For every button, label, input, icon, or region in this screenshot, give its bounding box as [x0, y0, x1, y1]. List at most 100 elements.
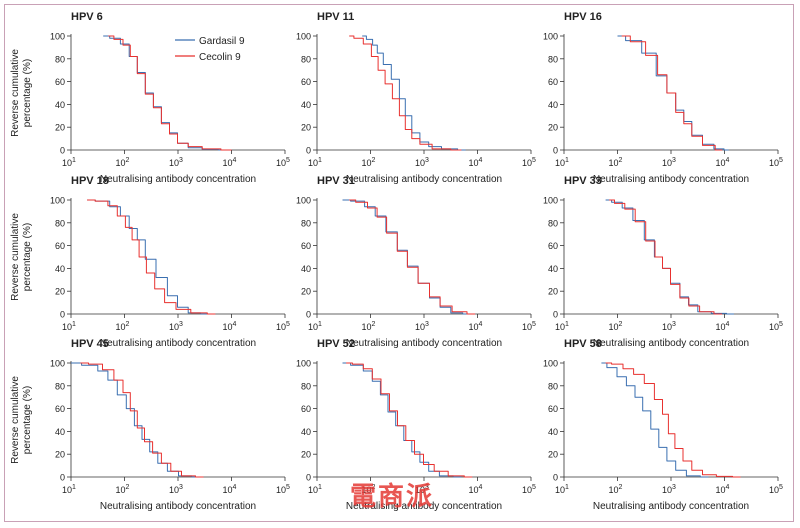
y-tick-label: 100 — [296, 359, 311, 369]
y-tick-label: 60 — [301, 77, 311, 87]
y-tick-label: 100 — [543, 32, 558, 42]
y-tick-label: 20 — [548, 123, 558, 133]
panel-title: HPV 31 — [317, 175, 355, 187]
panel-hpv-11: HPV 11 0 20 40 60 80 100 101 102 103 104 105 Neutral… — [296, 11, 536, 185]
x-axis-label: Neutralising antibody concentration — [593, 174, 749, 185]
y-tick-label: 80 — [548, 54, 558, 64]
x-tick-label: 104 — [469, 321, 483, 332]
series-line-cecolin-9 — [349, 35, 462, 151]
series-line-gardasil-9 — [103, 35, 227, 151]
x-tick-label: 104 — [223, 321, 237, 332]
y-tick-label: 60 — [548, 77, 558, 87]
x-tick-label: 101 — [555, 157, 569, 168]
x-tick-label: 105 — [276, 484, 290, 495]
series-line-gardasil-9 — [605, 199, 734, 315]
y-tick-label: 40 — [301, 427, 311, 437]
x-tick-label: 104 — [716, 157, 730, 168]
panel-title: HPV 11 — [317, 11, 354, 23]
x-tick-label: 101 — [62, 321, 76, 332]
y-tick-label: 60 — [55, 77, 65, 87]
y-tick-label: 100 — [543, 196, 558, 206]
x-tick-label: 105 — [769, 157, 783, 168]
panel-title: HPV 6 — [71, 11, 103, 23]
y-tick-label: 60 — [55, 241, 65, 251]
x-tick-label: 105 — [769, 484, 783, 495]
y-tick-label: 40 — [301, 264, 311, 274]
series-line-gardasil-9 — [342, 199, 470, 315]
y-tick-label: 40 — [301, 100, 311, 110]
panel-hpv-31: HPV 31 0 20 40 60 80 100 101 102 103 104 105 Neutral… — [296, 175, 536, 349]
y-tick-label: 80 — [301, 381, 311, 391]
panel-hpv-18: HPV 18 0 20 40 60 80 100 101 102 103 104 105 Neutral… — [10, 175, 290, 349]
y-axis-label: Reverse cumulativepercentage (%) — [10, 376, 33, 464]
x-tick-label: 104 — [469, 157, 483, 168]
y-tick-label: 80 — [55, 218, 65, 228]
y-tick-label: 60 — [548, 241, 558, 251]
series-line-cecolin-9 — [609, 199, 723, 315]
y-tick-label: 40 — [55, 264, 65, 274]
y-tick-label: 20 — [548, 450, 558, 460]
panel-hpv-45: HPV 45 0 20 40 60 80 100 101 102 103 104 105 Neutral… — [10, 338, 290, 512]
panel-title: HPV 45 — [71, 338, 109, 350]
x-tick-label: 101 — [62, 484, 76, 495]
x-tick-label: 103 — [662, 321, 676, 332]
y-tick-label: 100 — [296, 32, 311, 42]
x-tick-label: 103 — [662, 484, 676, 495]
x-tick-label: 101 — [308, 484, 322, 495]
x-axis-label: Neutralising antibody concentration — [100, 338, 256, 349]
x-tick-label: 105 — [276, 157, 290, 168]
y-tick-label: 0 — [60, 310, 65, 320]
series-line-gardasil-9 — [601, 362, 709, 478]
series-line-cecolin-9 — [80, 362, 204, 478]
x-tick-label: 104 — [223, 157, 237, 168]
x-tick-label: 102 — [609, 157, 623, 168]
series-line-cecolin-9 — [621, 35, 723, 151]
x-tick-label: 104 — [716, 484, 730, 495]
y-tick-label: 100 — [296, 196, 311, 206]
figure-frame — [4, 4, 794, 522]
x-tick-label: 102 — [116, 321, 130, 332]
x-tick-label: 103 — [415, 484, 429, 495]
y-tick-label: 0 — [553, 310, 558, 320]
y-tick-label: 20 — [301, 287, 311, 297]
series-line-cecolin-9 — [605, 362, 741, 478]
panel-hpv-16: HPV 16 0 20 40 60 80 100 101 102 103 104 105 Neutral… — [543, 11, 783, 185]
y-tick-label: 60 — [548, 404, 558, 414]
x-tick-label: 102 — [116, 157, 130, 168]
x-tick-label: 105 — [276, 321, 290, 332]
y-tick-label: 80 — [55, 54, 65, 64]
series-line-cecolin-9 — [349, 199, 476, 315]
y-tick-label: 60 — [55, 404, 65, 414]
series-line-cecolin-9 — [108, 35, 232, 151]
legend: Gardasil 9 Cecolin 9 — [175, 36, 245, 63]
series-line-gardasil-9 — [71, 362, 200, 478]
x-axis-label: Neutralising antibody concentration — [100, 174, 256, 185]
y-tick-label: 0 — [60, 146, 65, 156]
x-tick-label: 102 — [362, 484, 376, 495]
x-tick-label: 102 — [362, 321, 376, 332]
x-tick-label: 101 — [555, 484, 569, 495]
panel-hpv-52: HPV 52 0 20 40 60 80 100 101 102 103 104 105 Neutral… — [296, 338, 536, 512]
x-tick-label: 105 — [522, 484, 536, 495]
panel-title: HPV 52 — [317, 338, 355, 350]
x-axis-label: Neutralising antibody concentration — [346, 501, 502, 512]
series-line-gardasil-9 — [362, 35, 466, 151]
x-axis-label: Neutralising antibody concentration — [593, 501, 749, 512]
x-tick-label: 103 — [662, 157, 676, 168]
x-axis-label: Neutralising antibody concentration — [346, 338, 502, 349]
y-tick-label: 0 — [553, 473, 558, 483]
y-tick-label: 60 — [301, 404, 311, 414]
x-tick-label: 103 — [169, 321, 183, 332]
panel-title: HPV 16 — [564, 11, 602, 23]
y-tick-label: 20 — [55, 287, 65, 297]
x-axis-label: Neutralising antibody concentration — [346, 174, 502, 185]
y-tick-label: 100 — [50, 196, 65, 206]
y-tick-label: 0 — [553, 146, 558, 156]
y-tick-label: 100 — [543, 359, 558, 369]
series-line-cecolin-9 — [346, 362, 473, 478]
y-tick-label: 80 — [301, 54, 311, 64]
y-tick-label: 0 — [60, 473, 65, 483]
legend-label: Cecolin 9 — [199, 52, 241, 63]
x-tick-label: 105 — [522, 157, 536, 168]
x-tick-label: 101 — [555, 321, 569, 332]
